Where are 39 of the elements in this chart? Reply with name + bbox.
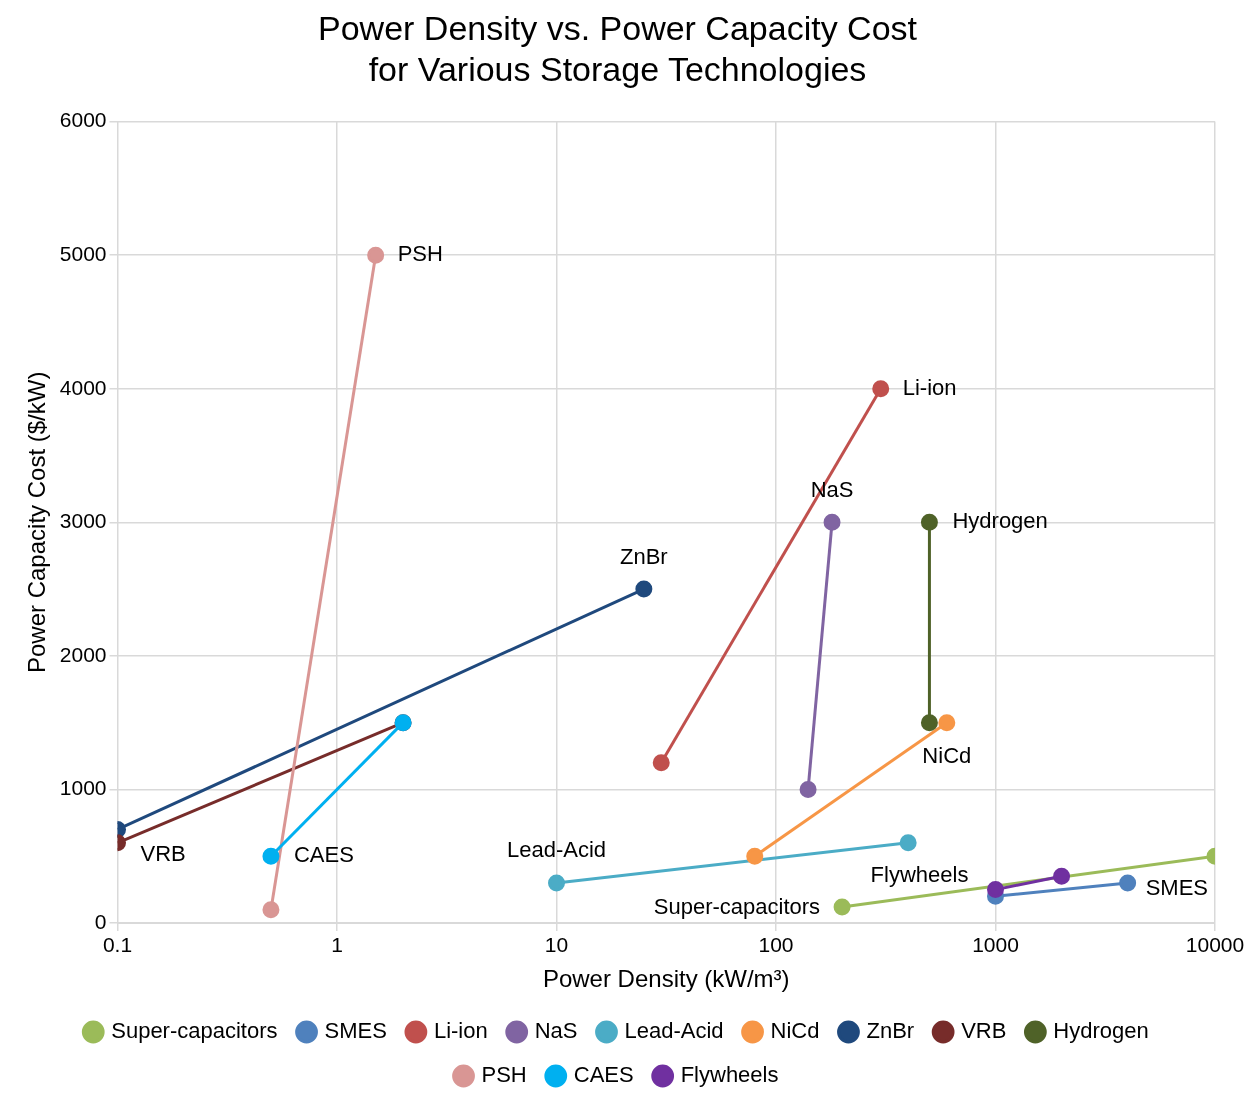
legend-label: SMES (324, 1018, 387, 1044)
legend-label: Super-capacitors (111, 1018, 278, 1044)
text: Hydrogen (952, 508, 1048, 534)
text: SMES (1145, 874, 1209, 900)
y-tick-label: 6000 (59, 108, 107, 132)
legend-label: NiCd (770, 1018, 820, 1044)
y-tick-label: 2000 (59, 642, 107, 666)
y-tick-label: 1000 (59, 776, 107, 800)
y-axis-title: Power Capacity Cost ($/kW) (23, 371, 51, 673)
text: Super-capacitors (653, 894, 821, 920)
text: NiCd (922, 742, 972, 768)
y-tick-label: 3000 (59, 509, 107, 533)
x-tick-label: 0.1 (102, 933, 133, 957)
x-tick-label: 100 (758, 933, 794, 957)
text: ZnBr (620, 544, 668, 570)
x-tick-label: 1 (331, 933, 343, 957)
legend-label: Flywheels (680, 1062, 779, 1088)
y-tick-label: 5000 (59, 241, 107, 265)
y-tick-label: 0 (94, 909, 107, 933)
text: Flywheels (870, 861, 969, 887)
legend-label: CAES (573, 1062, 634, 1088)
legend-label: PSH (481, 1062, 527, 1088)
legend-label: NaS (534, 1018, 578, 1044)
x-axis-title: Power Density (kW/m³) (542, 965, 790, 993)
legend-label: VRB (961, 1018, 1007, 1044)
text: VRB (140, 840, 186, 866)
legend-label: Lead-Acid (624, 1018, 724, 1044)
legend-label: Li-ion (433, 1018, 488, 1044)
x-tick-label: 10 (544, 933, 569, 957)
chart-title: Power Density vs. Power Capacity Cost for Various Storage Technologies (318, 8, 918, 88)
legend-label: ZnBr (866, 1018, 915, 1044)
y-tick-label: 4000 (59, 375, 107, 399)
text: Lead-Acid (506, 836, 607, 862)
text: Li-ion (902, 374, 957, 400)
x-tick-label: 1000 (972, 933, 1019, 957)
text: PSH (397, 241, 443, 267)
x-tick-label: 10000 (1185, 933, 1245, 957)
text: CAES (293, 842, 354, 868)
legend-label: Hydrogen (1053, 1018, 1149, 1044)
